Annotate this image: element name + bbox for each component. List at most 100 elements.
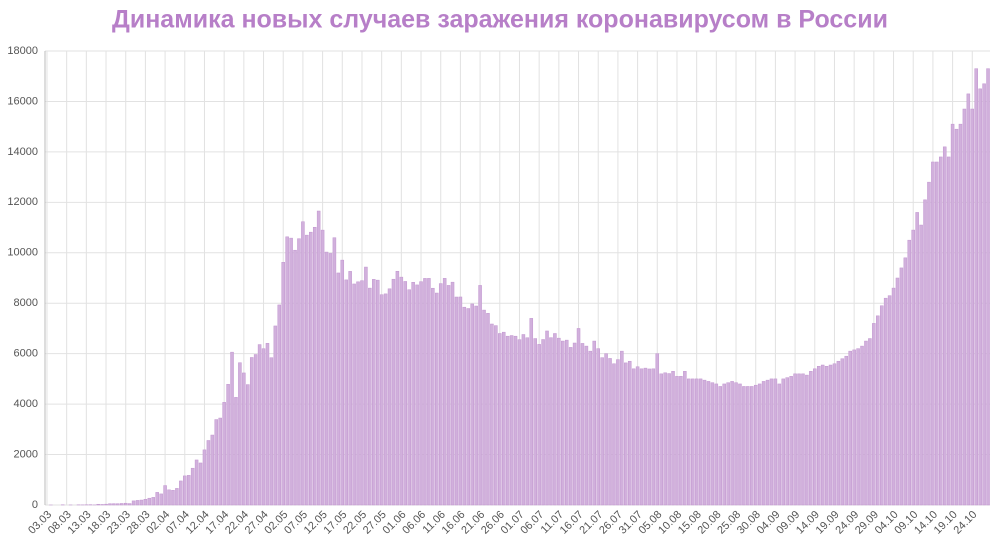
bar	[301, 221, 305, 506]
bar	[631, 368, 636, 506]
bar	[738, 383, 742, 506]
bar	[222, 402, 226, 506]
bar	[336, 272, 341, 506]
x-tick-label: 24.10	[952, 509, 980, 537]
bar	[151, 497, 156, 506]
bar	[328, 253, 333, 506]
bar	[257, 344, 262, 506]
bar	[454, 296, 459, 506]
bar	[179, 480, 183, 506]
bar	[458, 296, 463, 506]
bar	[663, 372, 667, 506]
bar	[777, 383, 782, 506]
bar	[891, 287, 896, 506]
bar	[368, 287, 372, 506]
bar	[561, 340, 565, 506]
bar	[982, 83, 986, 506]
bar	[100, 504, 104, 506]
bar	[604, 353, 608, 506]
y-tick-label: 18000	[7, 45, 38, 57]
bar	[683, 371, 687, 506]
bar	[395, 270, 400, 506]
bar	[210, 434, 215, 506]
bar	[442, 278, 447, 506]
bar	[167, 489, 171, 506]
bar	[269, 357, 274, 506]
bar	[824, 366, 829, 506]
bar	[230, 351, 234, 506]
bar	[379, 294, 384, 506]
bar	[962, 108, 967, 506]
bar	[568, 347, 573, 506]
bar	[895, 277, 900, 506]
bar	[828, 364, 833, 506]
bar	[486, 313, 490, 506]
bar	[517, 339, 522, 506]
bar	[635, 366, 640, 506]
bar	[108, 503, 112, 506]
bar	[954, 128, 959, 506]
y-tick-label: 2000	[14, 448, 38, 460]
bar	[431, 287, 435, 506]
bar	[848, 350, 852, 506]
bar	[899, 267, 904, 506]
bar	[639, 368, 644, 506]
bar	[265, 343, 270, 506]
y-tick-label: 6000	[14, 348, 38, 360]
bar	[509, 335, 514, 506]
bar	[911, 229, 915, 506]
bar	[671, 371, 675, 506]
bar	[580, 343, 585, 506]
bar	[309, 231, 313, 506]
bar	[116, 503, 120, 506]
bar	[143, 498, 148, 506]
bar	[592, 340, 597, 506]
bar	[576, 328, 581, 506]
bar	[852, 349, 856, 506]
bar	[706, 381, 711, 506]
bar	[218, 417, 222, 506]
bar	[860, 345, 864, 506]
bar	[753, 384, 758, 506]
bar	[175, 488, 179, 506]
y-tick-label: 4000	[14, 398, 38, 410]
bar	[407, 289, 411, 506]
bar	[655, 353, 660, 506]
bar	[206, 440, 211, 506]
bar	[616, 359, 620, 506]
bar	[805, 374, 809, 506]
bar	[352, 283, 356, 506]
bar	[155, 492, 159, 506]
bar	[750, 386, 754, 506]
bar	[423, 278, 427, 506]
bar	[289, 237, 293, 506]
bar	[718, 386, 723, 506]
bar	[411, 282, 415, 506]
bar	[793, 373, 797, 506]
bar	[403, 281, 408, 506]
bar	[698, 378, 703, 506]
bar	[966, 93, 971, 506]
y-tick-label: 14000	[7, 146, 38, 158]
bar	[939, 156, 943, 506]
bar	[494, 325, 498, 506]
bar	[970, 108, 975, 506]
bar	[647, 368, 652, 506]
bar	[316, 210, 321, 506]
bar	[864, 340, 868, 506]
bar	[553, 333, 557, 506]
bar	[513, 335, 518, 506]
bar	[876, 315, 880, 506]
bar	[360, 280, 364, 506]
bar	[246, 384, 250, 506]
bar	[679, 376, 683, 506]
bar	[687, 378, 691, 506]
bar	[297, 238, 301, 506]
bar	[872, 323, 876, 506]
bar	[490, 323, 494, 506]
bar	[186, 475, 191, 506]
bar	[722, 383, 726, 506]
bar	[935, 161, 939, 506]
bar	[238, 362, 242, 506]
